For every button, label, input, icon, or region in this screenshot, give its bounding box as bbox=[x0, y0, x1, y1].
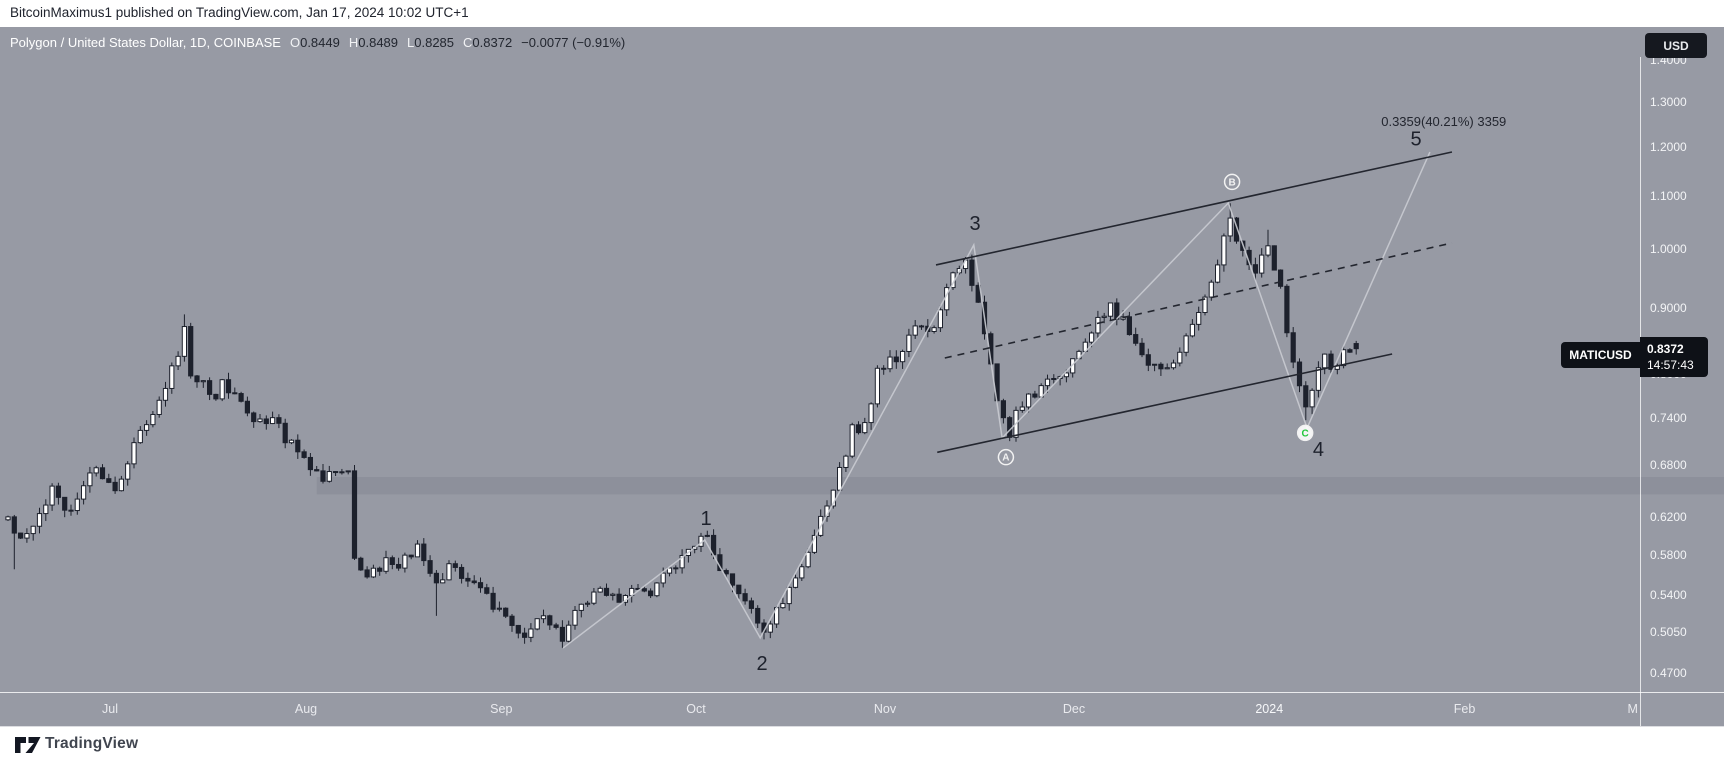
svg-text:C: C bbox=[1302, 428, 1309, 439]
time-tick-label: Oct bbox=[686, 702, 706, 716]
attribution-bar: BitcoinMaximus1 published on TradingView… bbox=[0, 0, 1724, 27]
last-price-symbol: MATICUSD bbox=[1561, 342, 1640, 368]
attribution-text: BitcoinMaximus1 published on TradingView… bbox=[10, 5, 469, 20]
channel-upper-line[interactable] bbox=[935, 151, 1453, 266]
tradingview-brand-text[interactable]: TradingView bbox=[45, 735, 139, 752]
change-readout: −0.0077 (−0.91%) bbox=[521, 34, 626, 50]
wave-marker-3[interactable]: 3 bbox=[969, 213, 980, 235]
time-tick-label: Sep bbox=[490, 702, 513, 716]
currency-toggle-button[interactable]: USD bbox=[1645, 33, 1707, 58]
wave-marker-5[interactable]: 5 bbox=[1410, 128, 1421, 150]
ohlc-low: L0.8285 bbox=[407, 34, 455, 50]
price-tick-label: 0.7400 bbox=[1650, 410, 1687, 425]
ohlc-close: C0.8372 bbox=[463, 34, 513, 50]
chart-legend-bar: Polygon / United States Dollar, 1D, COIN… bbox=[0, 27, 1724, 57]
ohlc-high: H0.8489 bbox=[348, 34, 399, 50]
price-tick-label: 0.6200 bbox=[1650, 510, 1687, 525]
price-tick-label: 0.9000 bbox=[1650, 301, 1687, 316]
time-axis[interactable]: Jul Aug Sep Oct Nov Dec 2024 Feb M bbox=[0, 692, 1724, 727]
circled-wave-marker-a[interactable]: A bbox=[997, 448, 1015, 466]
supply-zone-band[interactable] bbox=[316, 477, 1724, 495]
price-tick-label: 0.5400 bbox=[1650, 587, 1687, 602]
price-tick-label: 0.5050 bbox=[1650, 625, 1687, 640]
price-tick-label: 1.3000 bbox=[1650, 94, 1687, 109]
channel-midline-dashed[interactable] bbox=[944, 242, 1453, 359]
time-tick-label: Jul bbox=[102, 702, 119, 716]
channel-lower-line[interactable] bbox=[937, 353, 1393, 454]
ohlc-open: O0.8449 bbox=[289, 34, 340, 50]
bar-countdown: 14:57:43 bbox=[1647, 358, 1694, 372]
price-tick-label: 1.0000 bbox=[1650, 242, 1687, 256]
wave-marker-1[interactable]: 1 bbox=[700, 508, 711, 530]
wave-marker-4[interactable]: 4 bbox=[1313, 439, 1324, 461]
price-tick-label: 0.4700 bbox=[1650, 665, 1687, 680]
chart-background bbox=[0, 27, 1724, 727]
footer-bar: TradingView bbox=[0, 726, 1724, 761]
time-tick-label: Nov bbox=[873, 702, 897, 716]
time-tick-label: Feb bbox=[1453, 702, 1476, 716]
time-tick-label: Dec bbox=[1062, 702, 1086, 716]
symbol-title[interactable]: Polygon / United States Dollar, 1D, COIN… bbox=[10, 34, 281, 50]
time-tick-label: 2024 bbox=[1255, 702, 1284, 716]
candles-layer bbox=[5, 203, 1359, 649]
fib-target-annotation[interactable]: 0.3359(40.21%) 3359 bbox=[1381, 114, 1506, 129]
price-tick-label: 0.5800 bbox=[1650, 547, 1687, 562]
circled-wave-marker-c[interactable]: C bbox=[1296, 424, 1314, 442]
price-tick-label: 1.2000 bbox=[1650, 139, 1687, 154]
elliott-wave-path-line[interactable] bbox=[562, 151, 1431, 649]
circled-wave-marker-b[interactable]: B bbox=[1223, 173, 1241, 191]
price-tick-label: 1.1000 bbox=[1650, 188, 1687, 203]
time-tick-label: Aug bbox=[294, 702, 318, 716]
wave-marker-2[interactable]: 2 bbox=[757, 653, 768, 675]
svg-text:A: A bbox=[1002, 453, 1009, 464]
time-tick-label: M bbox=[1627, 702, 1638, 716]
last-price-box: 0.8372 14:57:43 bbox=[1640, 337, 1708, 377]
tradingview-logo-icon[interactable] bbox=[13, 733, 43, 757]
last-price-value: 0.8372 bbox=[1647, 342, 1684, 356]
svg-text:B: B bbox=[1228, 177, 1235, 188]
price-tick-label: 0.6800 bbox=[1650, 458, 1687, 473]
